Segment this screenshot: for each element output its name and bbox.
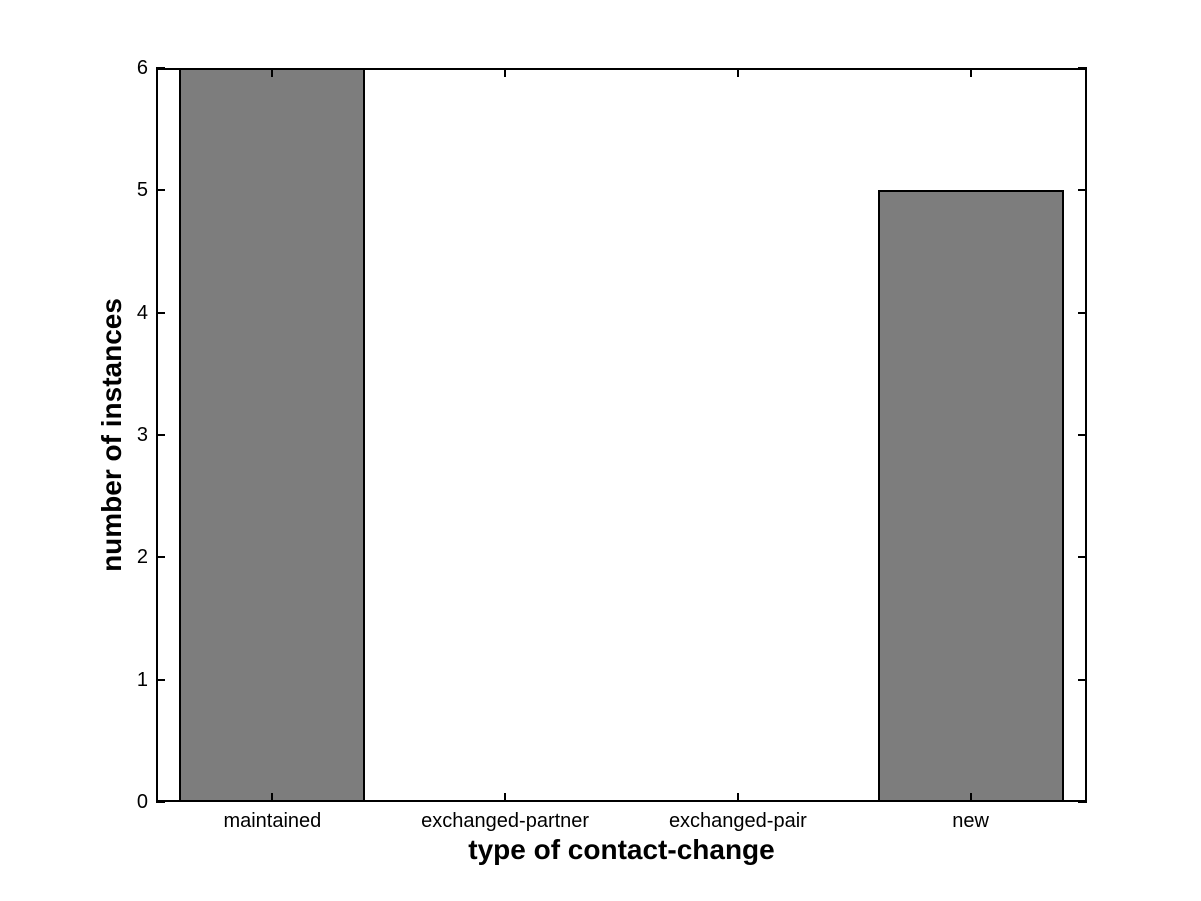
y-tick-label-4: 4: [136, 301, 148, 324]
y-tick-right-0: [1078, 801, 1087, 803]
x-tick-top-exchanged-partner: [504, 68, 507, 77]
y-tick-right-3: [1078, 434, 1087, 436]
plot-area: [156, 67, 1087, 803]
bar-maintained: [179, 68, 366, 802]
y-tick-label-1: 1: [136, 668, 148, 691]
x-tick-bottom-exchanged-partner: [504, 793, 507, 802]
y-tick-left-6: [156, 67, 165, 69]
x-tick-top-maintained: [271, 68, 274, 77]
x-tick-bottom-exchanged-pair: [736, 793, 739, 802]
x-tick-top-new: [969, 68, 972, 77]
x-tick-top-exchanged-pair: [736, 68, 739, 77]
y-tick-left-4: [156, 311, 165, 314]
y-tick-right-5: [1078, 189, 1087, 192]
y-tick-right-2: [1078, 556, 1087, 559]
x-tick-bottom-maintained: [271, 793, 274, 802]
x-tick-label-exchanged-partner: exchanged-partner: [421, 810, 590, 832]
y-tick-left-2: [156, 556, 165, 559]
y-tick-label-3: 3: [136, 424, 148, 446]
y-tick-right-1: [1078, 678, 1087, 681]
x-tick-label-maintained: maintained: [223, 810, 322, 832]
y-tick-label-5: 5: [136, 179, 148, 202]
y-tick-label-0: 0: [136, 791, 148, 813]
y-tick-right-4: [1078, 311, 1087, 314]
y-tick-left-3: [156, 434, 165, 436]
x-tick-label-new: new: [952, 810, 989, 832]
bar-new: [877, 190, 1064, 802]
y-tick-left-5: [156, 189, 165, 192]
y-tick-label-6: 6: [136, 57, 148, 79]
y-tick-left-1: [156, 678, 165, 681]
y-tick-right-6: [1078, 67, 1087, 69]
x-tick-bottom-new: [969, 793, 972, 802]
y-tick-label-2: 2: [136, 546, 148, 569]
x-axis-label: type of contact-change: [468, 834, 775, 865]
x-tick-label-exchanged-pair: exchanged-pair: [668, 810, 807, 832]
y-tick-left-0: [156, 801, 165, 803]
